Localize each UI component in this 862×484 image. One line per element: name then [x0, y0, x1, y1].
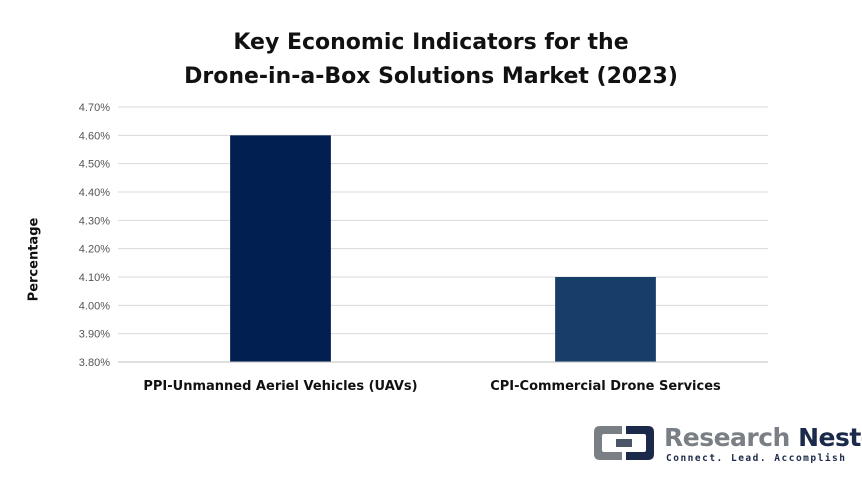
- chart-title-line-1: Key Economic Indicators for the: [233, 30, 629, 55]
- chart-title-line-2: Drone-in-a-Box Solutions Market (2023): [184, 64, 678, 89]
- y-tick-label: 4.40%: [79, 187, 110, 199]
- chart-title: Key Economic Indicators for the Drone-in…: [0, 26, 862, 94]
- y-tick-label: 4.30%: [79, 215, 110, 227]
- logo-tagline: Connect. Lead. Accomplish: [666, 453, 847, 464]
- bar: [555, 277, 656, 362]
- logo-mark-icon: [594, 426, 654, 460]
- y-tick-label: 4.50%: [79, 159, 110, 171]
- y-tick-label: 3.90%: [79, 329, 110, 341]
- logo-name: Research Nester: [664, 424, 862, 452]
- bars: [230, 135, 656, 362]
- y-tick-label: 4.70%: [79, 102, 110, 114]
- category-labels: PPI-Unmanned Aeriel Vehicles (UAVs) CPI-C…: [143, 379, 721, 394]
- y-tick-label: 3.80%: [79, 357, 110, 369]
- logo-name-part1: Research: [664, 423, 790, 452]
- y-axis-ticks: 3.80% 3.90% 4.00% 4.10% 4.20% 4.30% 4.40% 4.50%…: [79, 102, 110, 369]
- logo-name-part2: Nester: [798, 423, 862, 452]
- y-tick-label: 4.10%: [79, 272, 110, 284]
- bar: [230, 135, 331, 362]
- y-tick-label: 4.60%: [79, 130, 110, 142]
- research-nester-logo: Research Nester Connect. Lead. Accomplis…: [592, 422, 862, 468]
- category-label: CPI-Commercial Drone Services: [490, 379, 721, 394]
- gridlines: [118, 106, 768, 335]
- y-tick-label: 4.20%: [79, 244, 110, 256]
- category-label: PPI-Unmanned Aeriel Vehicles (UAVs): [143, 379, 417, 394]
- y-tick-label: 4.00%: [79, 300, 110, 312]
